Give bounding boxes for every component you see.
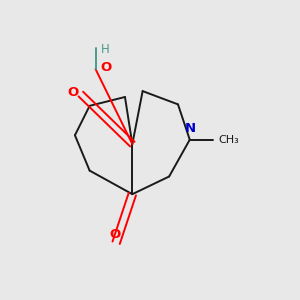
Text: CH₃: CH₃	[219, 135, 239, 145]
Text: O: O	[101, 61, 112, 74]
Text: H: H	[101, 44, 110, 56]
Text: O: O	[68, 86, 79, 99]
Text: N: N	[185, 122, 196, 135]
Text: O: O	[109, 228, 120, 241]
